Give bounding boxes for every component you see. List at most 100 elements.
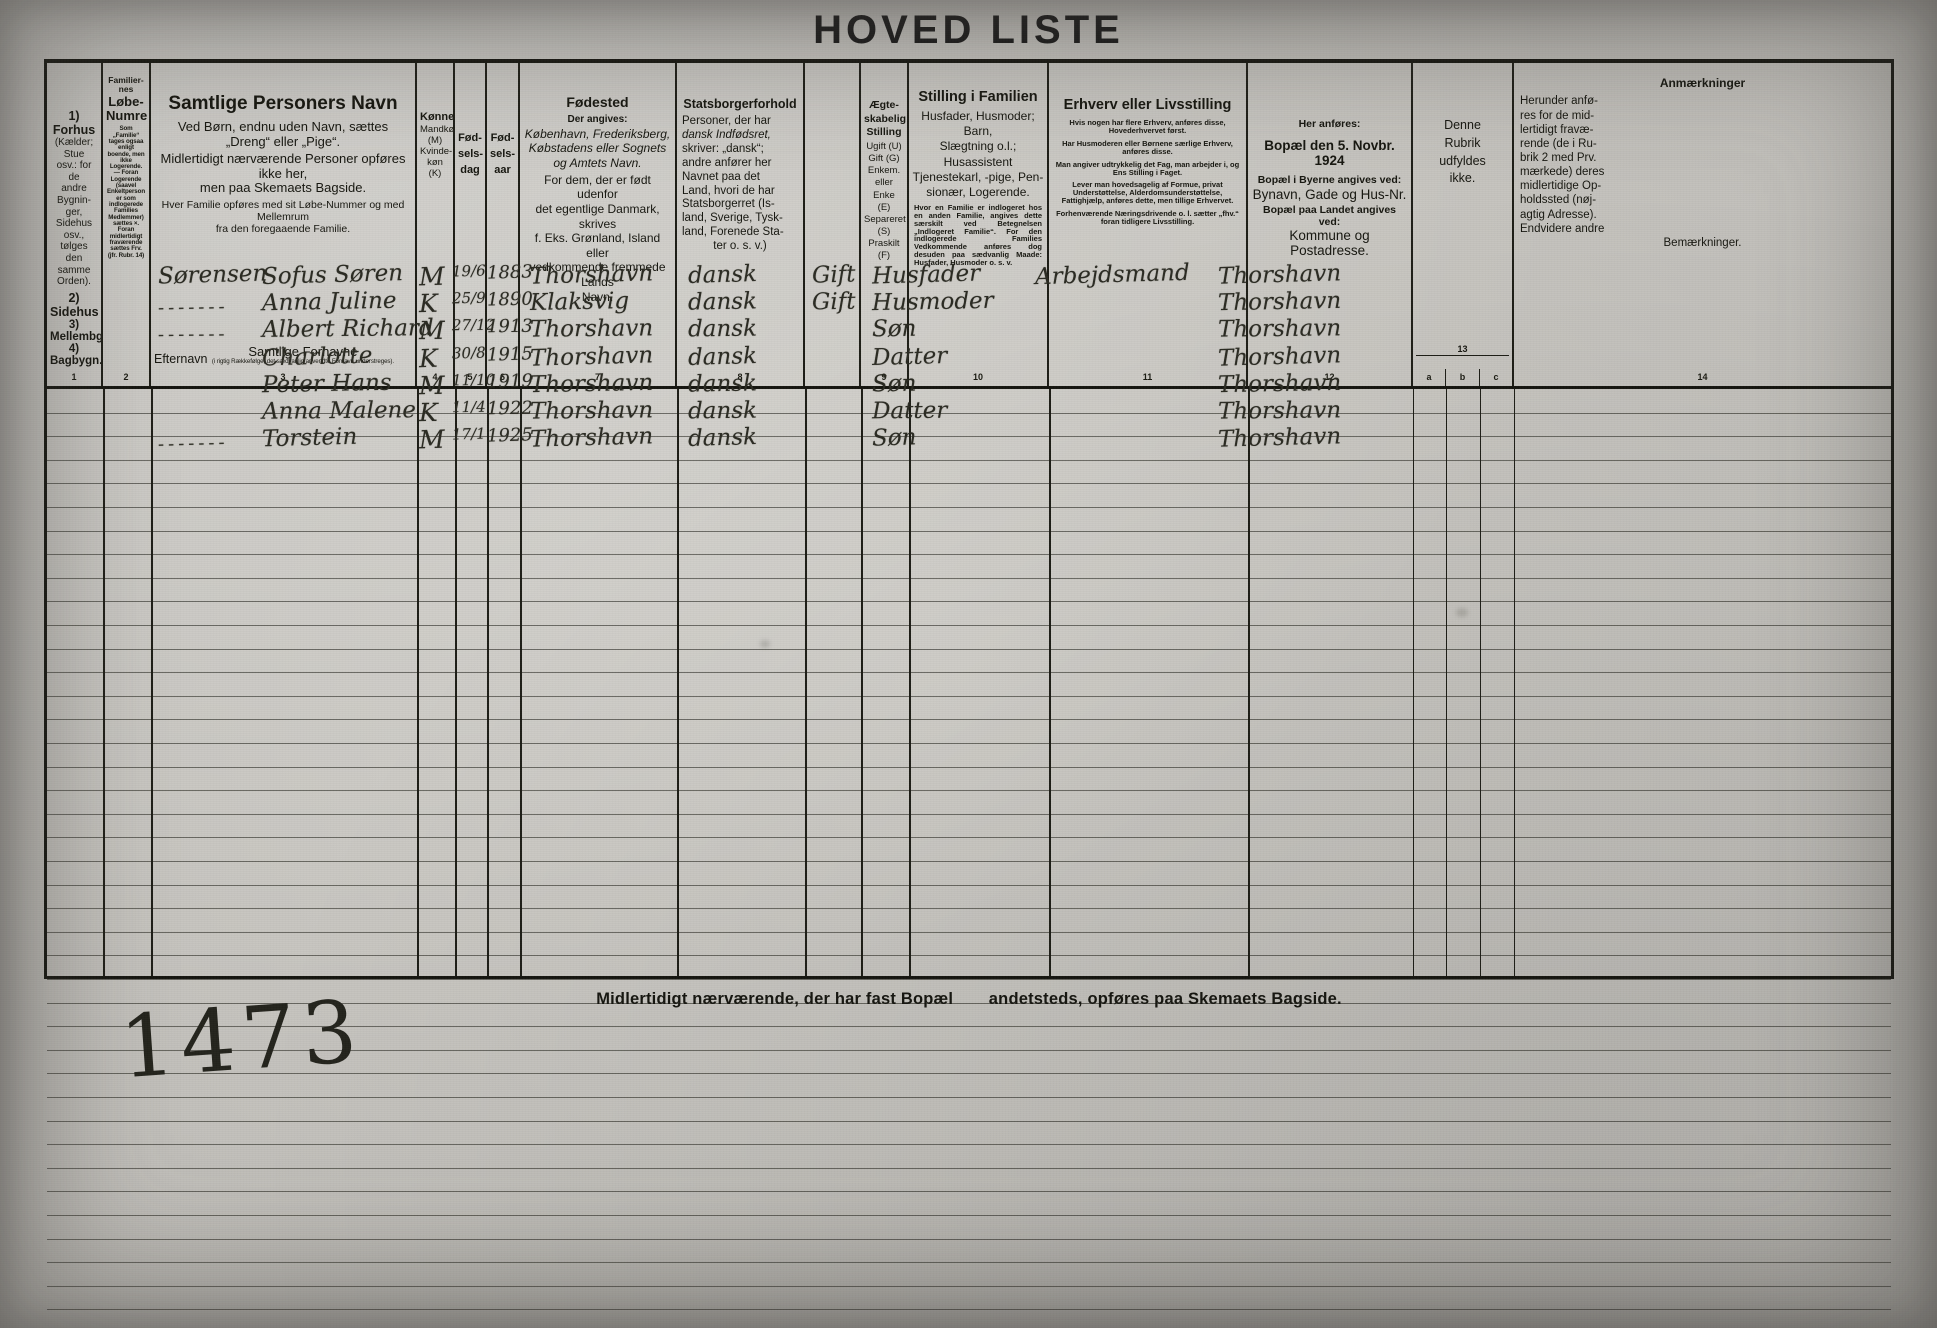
grid-vline [1413,388,1414,976]
fodested-sub: Der angives: [567,113,628,125]
grid-hline [47,954,1891,956]
forhus-l1: 1) Forhus [52,109,96,137]
konnet-l3: Kvinde- [420,146,453,158]
lobenumre-t2: nes [118,84,134,95]
fodested-l3: og Amtets Navn. [553,156,642,171]
entry-konnet: M [418,424,446,455]
entry-fodested: Thorshavn [529,369,654,398]
entry-fodested: Thorshavn [529,397,654,425]
forhus-l2: 2) Sidehus [50,290,99,319]
entry-fodselsaar: 1922 [486,397,533,420]
fodested-l5: det egentlige Danmark, skrives [535,201,660,231]
entry-fodselsaar: 1913 [486,316,533,338]
entry-fornavne: Sofus Søren [261,260,404,290]
grid-hline [47,884,1891,886]
entry-bopael: Thorshavn [1217,315,1342,344]
entry-efternavn: ------- [157,296,229,319]
entry-stilling: Søn [871,370,917,398]
colnum-11: 11 [1049,368,1248,386]
statsb-l6: Land, hvori de har [682,184,775,197]
entry-konnet: K [418,397,438,428]
statsb-l1: Personer, der har [682,115,771,127]
grid-hline [47,671,1891,673]
anm-l8: holdssted (nøj- [1520,194,1597,207]
header-col-fodested: Fødested Der angives: København, Frederi… [520,63,677,369]
header-col-fodselsdag: Fød- sels- dag [455,63,487,369]
entry-fodested: Klaksvig [529,288,630,317]
forhus-p3: andre Bygnin- [57,183,91,206]
colnum-gutter [805,368,861,386]
anm-l10: Endvidere andre [1520,222,1605,235]
navn-l5: Hver Familie opføres med sit Løbe-Nummer… [161,199,405,223]
colnum-13a: a [1413,368,1446,386]
navn-l2: „Dreng“ eller „Pige“. [225,133,341,149]
colnum-13c: c [1480,368,1514,386]
entry-fodselsdag: 17/1 [451,424,486,444]
statsb-l10: ter o. s. v.) [713,240,767,253]
forhus-p2: osv.: for de [56,160,92,183]
grid-hline [47,506,1891,508]
entry-stilling: Datter [871,397,948,425]
statsb-l4: andre anfører her [682,156,772,169]
forhus-p4: ger, Sidehus [55,206,93,230]
grid-hline [47,766,1891,768]
grid-vline [417,388,419,976]
fodselsaar-t1: Fød- [490,132,515,144]
entry-stilling: Søn [871,316,917,343]
lobenumre-t3: Løbe- [108,93,144,109]
grid-vline [909,388,911,976]
rubrik-l4: ikke. [1449,171,1476,186]
colnum-14: 14 [1697,371,1708,382]
navn-l6: fra den foregaaende Familie. [215,222,351,235]
anm-title: Anmærkninger [1659,76,1746,90]
fodested-l2: Købstadens eller Sognets [528,141,667,156]
forhus-p1: (Kælder; Stue [54,137,94,160]
colnum-8: 8 [677,368,805,386]
entry-aegteskab: Gift [811,261,856,289]
colnum-1: 1 [47,368,103,386]
grid-hline [47,1190,1891,1192]
lobenumre-t4: Numre [106,107,148,123]
entry-stilling: Husmoder [871,288,994,317]
entry-aegteskab: Gift [811,288,856,316]
fodselsdag-t3: dag [460,163,480,176]
rubrik-l2: Rubrik [1444,135,1481,150]
grid-hline [47,931,1891,933]
header-col-stilling-familien: Stilling i Familien Husfader, Husmoder; … [909,63,1049,369]
label-fornavne: Samtlige Fornavne [248,344,358,360]
grid-hline [47,978,1891,980]
grid-hline [47,789,1891,791]
paper-blot-2 [1456,608,1468,617]
forhus-p7: Orden). [57,276,91,288]
census-table: 1) Forhus (Kælder; Stue osv.: for de and… [44,59,1894,1310]
entry-bopael: Thorshavn [1217,397,1342,425]
paper-blot [760,640,770,648]
aegte-t2: skabelig [864,112,907,125]
grid-vline [151,388,153,976]
rubrik-number: 13 [1457,343,1468,354]
anm-l5: brik 2 med Prv. [1520,152,1597,164]
forhus-l4: 4) Bagbygn. [50,342,103,367]
header-col-anmaerkninger: Anmærkninger Herunder anfø- res for de m… [1514,63,1891,369]
statsb-l2: dansk Indfødsret, [682,128,771,141]
grid-hline [47,600,1891,602]
aegte-l8: Praskilt (F) [868,238,900,262]
grid-hline [47,907,1891,909]
aegte-t3: Stilling [866,126,902,139]
entry-fodested: Thorshavn [529,423,654,453]
entry-statsborgerforhold: dansk [687,261,758,289]
grid-hline [47,1308,1891,1310]
colnum-7: 7 [520,368,677,386]
label-efternavn: Efternavn [154,351,208,366]
entry-statsborgerforhold: dansk [687,397,758,425]
entry-efternavn: ------- [157,432,229,456]
grid-vline [1446,388,1447,976]
erhverv-p5: Forhenværende Næringsdrivende o. l. sætt… [1056,209,1239,226]
navn-title: Samtlige Personers Navn [168,93,398,114]
entry-fornavne: Anna Malene [261,397,417,425]
grid-hline [47,577,1891,579]
aegte-l3: Enkem. [867,165,901,177]
label-fornavne-sub: (i rigtig Rækkefølge; det sædvanlig anve… [211,358,394,366]
grid-vline [1248,388,1250,976]
